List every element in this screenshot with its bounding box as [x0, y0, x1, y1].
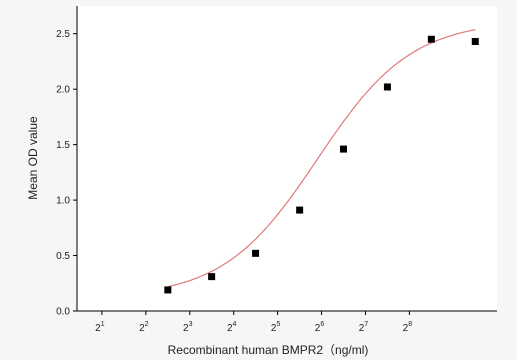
- x-tick-exponent: 6: [320, 321, 324, 328]
- y-tick-label: 2.0: [56, 85, 70, 96]
- x-tick-base: 2: [95, 323, 101, 334]
- x-tick-label: 27: [359, 321, 369, 334]
- x-tick-label: 25: [271, 321, 281, 334]
- data-point: [296, 206, 304, 214]
- x-tick-base: 2: [183, 323, 189, 334]
- y-tick-label: 1.5: [56, 140, 70, 151]
- y-tick-label: 2.5: [56, 29, 70, 40]
- x-axis-label: Recombinant human BMPR2（ng/ml): [168, 343, 369, 357]
- data-point: [252, 249, 260, 257]
- x-tick-exponent: 1: [101, 321, 105, 328]
- y-tick-label: 1.0: [56, 196, 70, 207]
- y-tick-label: 0.0: [56, 307, 70, 318]
- y-axis-label: Mean OD value: [26, 116, 40, 200]
- y-tick-label: 0.5: [56, 251, 70, 262]
- x-tick-label: 28: [403, 321, 413, 334]
- x-tick-label: 22: [139, 321, 149, 334]
- x-tick-base: 2: [139, 323, 145, 334]
- data-points: [164, 35, 479, 294]
- x-tick-exponent: 7: [364, 321, 368, 328]
- x-tick-base: 2: [227, 323, 233, 334]
- axes: [76, 6, 497, 312]
- x-tick-base: 2: [271, 323, 277, 334]
- x-tick-base: 2: [315, 323, 321, 334]
- data-point: [164, 286, 172, 294]
- data-point: [208, 273, 216, 281]
- data-point: [471, 37, 479, 45]
- x-tick-exponent: 8: [408, 321, 412, 328]
- x-tick-base: 2: [359, 323, 365, 334]
- data-point: [427, 35, 435, 43]
- data-point: [339, 145, 347, 153]
- x-tick-exponent: 3: [189, 321, 193, 328]
- x-tick-label: 23: [183, 321, 193, 334]
- x-tick-exponent: 5: [276, 321, 280, 328]
- y-ticks: 0.0 0.5 1.0 1.5 2.0 2.5: [56, 29, 77, 318]
- x-tick-label: 26: [315, 321, 325, 334]
- data-point: [383, 83, 391, 91]
- fit-curve: [167, 29, 476, 288]
- x-tick-label: 21: [95, 321, 105, 334]
- plot-area: [77, 6, 497, 311]
- x-tick-exponent: 4: [233, 321, 237, 328]
- x-tick-base: 2: [403, 323, 409, 334]
- x-tick-exponent: 2: [145, 321, 149, 328]
- x-tick-label: 24: [227, 321, 237, 334]
- x-ticks: 21 22 23 24 25 26 27 28: [95, 311, 412, 334]
